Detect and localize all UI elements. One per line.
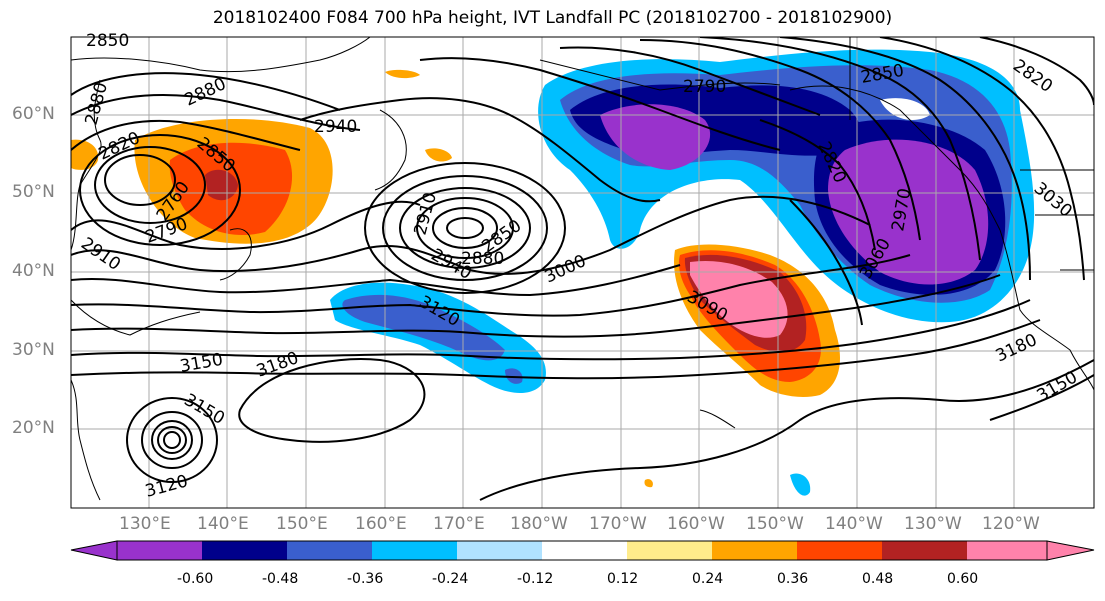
lon-label-170e: 170°E — [433, 514, 485, 534]
map-title: 2018102400 F084 700 hPa height, IVT Land… — [212, 8, 893, 28]
colorbar — [70, 540, 1095, 561]
gridlines — [71, 37, 1094, 508]
label-2880-low: 2880 — [461, 249, 504, 269]
lon-label-180w: 180°W — [510, 514, 568, 534]
colorbar-max-extend — [1046, 540, 1095, 561]
lat-label-30n: 30°N — [12, 340, 55, 360]
colorbar-tick-label: -0.36 — [347, 571, 384, 587]
colorbar-tick-label: 0.36 — [777, 571, 809, 587]
lon-label-120w: 120°W — [982, 514, 1040, 534]
lat-label-60n: 60°N — [12, 104, 55, 124]
colorbar-tick-label: -0.60 — [177, 571, 214, 587]
colorbar-min-extend — [70, 540, 118, 561]
lon-label-150e: 150°E — [276, 514, 328, 534]
lat-label-20n: 20°N — [12, 418, 55, 438]
colorbar-tick-label: 0.48 — [862, 571, 894, 587]
colorbar-tick-label: -0.48 — [262, 571, 299, 587]
lon-label-170w: 170°W — [589, 514, 647, 534]
lon-label-160w: 160°W — [667, 514, 725, 534]
lat-label-50n: 50°N — [12, 182, 55, 202]
lon-label-140e: 140°E — [197, 514, 249, 534]
lon-label-130e: 130°E — [119, 514, 171, 534]
colorbar-tick-label: -0.12 — [517, 571, 554, 587]
coastlines — [71, 37, 1094, 501]
lat-label-40n: 40°N — [12, 261, 55, 281]
lon-label-160e: 160°E — [355, 514, 407, 534]
lon-label-130w: 130°W — [904, 514, 962, 534]
map-frame — [70, 36, 1095, 509]
label-2790-gulf: 2790 — [683, 77, 726, 97]
label-2940-n: 2940 — [314, 117, 357, 137]
lon-label-150w: 150°W — [746, 514, 804, 534]
colorbar-tick-label: 0.60 — [947, 571, 979, 587]
colorbar-tick-label: -0.24 — [432, 571, 469, 587]
lon-label-140w: 140°W — [825, 514, 883, 534]
height-contours — [71, 37, 1094, 501]
label-2850-nw: 2850 — [86, 31, 129, 51]
colorbar-tick-label: 0.12 — [607, 571, 639, 587]
colorbar-tick-label: 0.24 — [692, 571, 724, 587]
